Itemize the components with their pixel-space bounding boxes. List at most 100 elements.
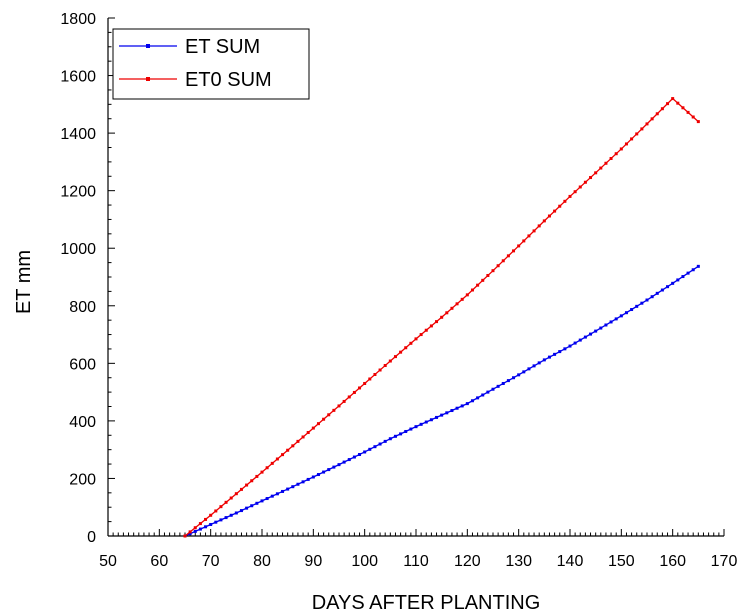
series-line-1 (184, 265, 699, 537)
series-point (676, 101, 680, 105)
series-point (640, 301, 644, 305)
series-point (537, 361, 541, 365)
series-point (383, 439, 387, 443)
series-point (671, 97, 675, 101)
series-point (599, 166, 603, 170)
series-point (563, 347, 567, 351)
series-point (660, 288, 664, 292)
series-point (517, 373, 521, 377)
series-point (476, 283, 480, 287)
series-point (414, 337, 418, 341)
series-point (409, 341, 413, 345)
series-point (640, 127, 644, 131)
series-point (239, 509, 243, 513)
series-point (388, 359, 392, 363)
series-point (537, 224, 541, 228)
series-point (183, 534, 187, 538)
series-point (578, 185, 582, 189)
series-point (691, 268, 695, 272)
series-point (219, 518, 223, 522)
series-point (311, 475, 315, 479)
series-point (281, 453, 285, 457)
series-point (491, 269, 495, 273)
series-point (204, 517, 208, 521)
series-point (322, 470, 326, 474)
x-tick-label: 170 (711, 553, 738, 570)
series-point (270, 494, 274, 498)
series-point (270, 461, 274, 465)
series-point (358, 453, 362, 457)
series-point (275, 492, 279, 496)
y-axis-ticks: 0 200 400 600 800 1000 1200 1400 1600 1800 (60, 11, 115, 546)
series-point (619, 314, 623, 318)
series-point (204, 525, 208, 529)
series-point (558, 350, 562, 354)
series-point (547, 214, 551, 218)
series-point (558, 204, 562, 208)
series-point (188, 532, 192, 536)
series-point (306, 431, 310, 435)
x-tick-label: 140 (557, 553, 584, 570)
x-tick-label: 130 (505, 553, 532, 570)
series-point (650, 117, 654, 121)
series-point (624, 142, 628, 146)
series-point (501, 259, 505, 263)
series-point (517, 244, 521, 248)
series-point (414, 425, 418, 429)
y-tick-label: 0 (87, 529, 96, 546)
series-point (440, 315, 444, 319)
series-point (532, 229, 536, 233)
series-point (655, 112, 659, 116)
series-point (188, 530, 192, 534)
series-point (676, 278, 680, 282)
series-point (399, 350, 403, 354)
legend-label: ET SUM (185, 36, 260, 58)
series-point (470, 288, 474, 292)
series-point (686, 110, 690, 114)
y-tick-label: 1000 (60, 241, 96, 258)
series-point (306, 477, 310, 481)
x-tick-label: 60 (150, 553, 168, 570)
series-point (239, 487, 243, 491)
series-point (691, 115, 695, 119)
x-tick-label: 50 (99, 553, 117, 570)
series-point (609, 156, 613, 160)
series-point (219, 505, 223, 509)
series-point (296, 439, 300, 443)
series-point (589, 176, 593, 180)
series-point (265, 497, 269, 501)
series-point (316, 422, 320, 426)
series-point (435, 320, 439, 324)
series-point (553, 209, 557, 213)
series-point (491, 387, 495, 391)
series-point (650, 295, 654, 299)
series-point (660, 107, 664, 111)
series-point (619, 147, 623, 151)
series-point (429, 324, 433, 328)
series-point (260, 470, 264, 474)
y-tick-label: 800 (69, 299, 96, 316)
y-tick-label: 1800 (60, 11, 96, 28)
series-point (245, 483, 249, 487)
series-point (429, 418, 433, 422)
series-point (250, 504, 254, 508)
series-point (681, 106, 685, 110)
series-point (614, 317, 618, 321)
series-point (460, 404, 464, 408)
series-point (193, 526, 197, 530)
series-point (327, 468, 331, 472)
x-axis-title: DAYS AFTER PLANTING (312, 592, 541, 614)
series-point (301, 435, 305, 439)
x-tick-label: 110 (403, 553, 429, 570)
series-point (383, 364, 387, 368)
series-point (424, 328, 428, 332)
series-point (440, 413, 444, 417)
series-point (635, 132, 639, 136)
series-point (368, 377, 372, 381)
series-point (409, 427, 413, 431)
series-point (481, 393, 485, 397)
series-point (337, 404, 341, 408)
series-point (234, 511, 238, 515)
y-tick-label: 1200 (60, 184, 96, 201)
series-point (363, 450, 367, 454)
